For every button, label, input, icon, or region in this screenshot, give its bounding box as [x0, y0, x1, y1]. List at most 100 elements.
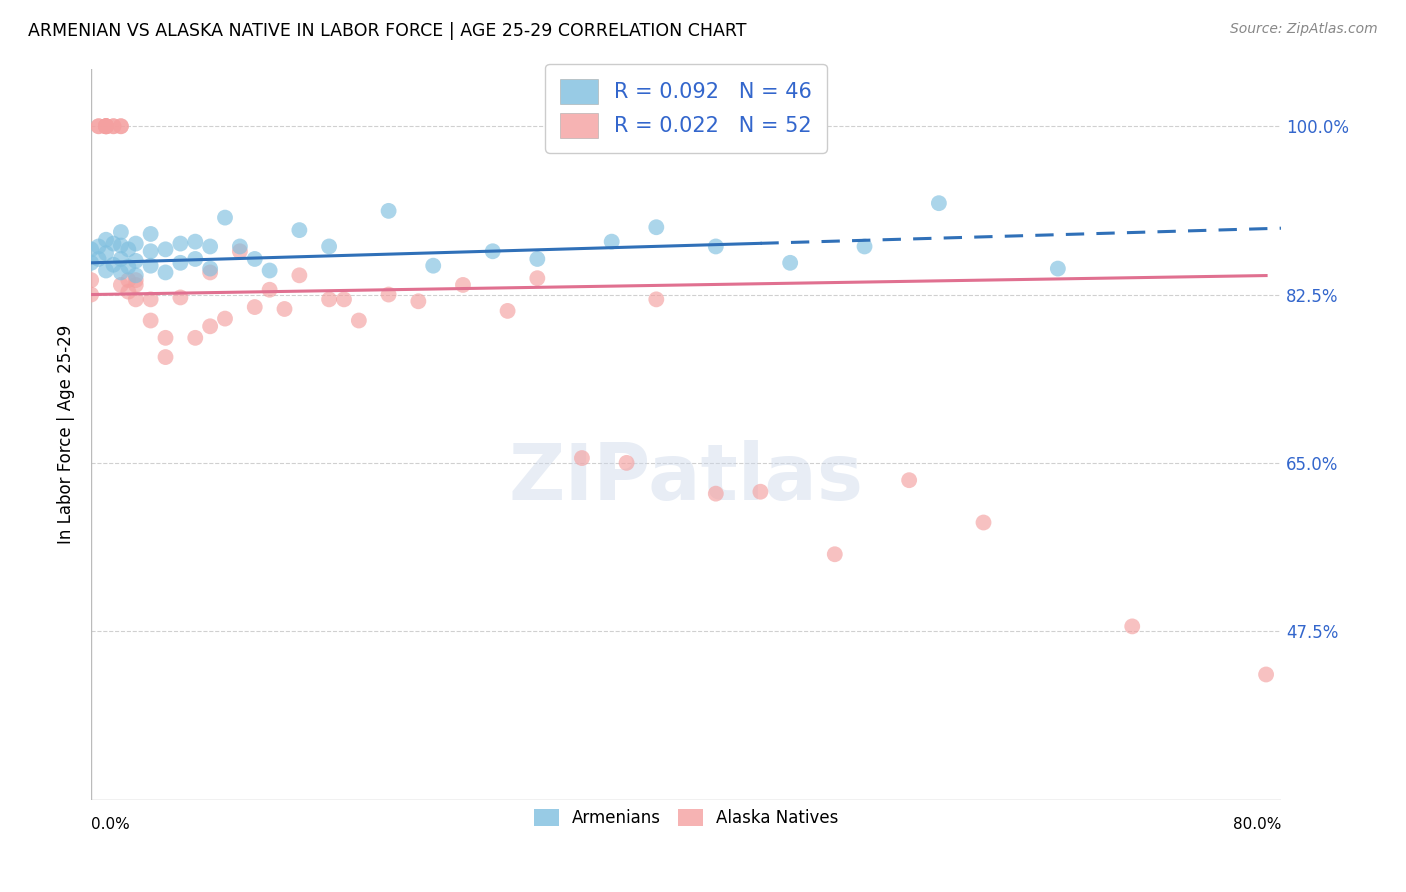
Point [259, 283, 281, 297]
Point [110, 277, 132, 292]
Point [1046, 261, 1069, 276]
Point [645, 293, 668, 307]
Text: Source: ZipAtlas.com: Source: ZipAtlas.com [1230, 22, 1378, 37]
Point [80, 273, 103, 287]
Point [94, 120, 117, 134]
Point [526, 271, 548, 285]
Point [117, 260, 139, 274]
Point [198, 319, 221, 334]
Point [94, 233, 117, 247]
Point [87, 120, 110, 134]
Point [973, 516, 995, 530]
Point [169, 236, 191, 251]
Text: ARMENIAN VS ALASKA NATIVE IN LABOR FORCE | AGE 25-29 CORRELATION CHART: ARMENIAN VS ALASKA NATIVE IN LABOR FORCE… [28, 22, 747, 40]
Point [1254, 667, 1277, 681]
Point [704, 239, 727, 253]
Point [898, 473, 921, 487]
Point [318, 239, 340, 253]
Point [94, 120, 117, 134]
Point [94, 120, 117, 134]
Point [94, 120, 117, 134]
Point [139, 313, 162, 327]
Point [347, 313, 370, 327]
Point [377, 287, 399, 301]
Point [645, 220, 668, 235]
Point [155, 350, 177, 364]
Point [103, 236, 125, 251]
Point [243, 300, 266, 314]
Point [184, 235, 207, 249]
Point [333, 293, 356, 307]
Point [928, 196, 950, 211]
Point [87, 120, 110, 134]
Point [125, 253, 148, 268]
Point [94, 246, 117, 260]
Point [155, 243, 177, 257]
Point [288, 223, 311, 237]
Point [184, 252, 207, 266]
Point [125, 268, 148, 283]
Point [318, 293, 340, 307]
Point [526, 252, 548, 266]
Point [139, 259, 162, 273]
Point [80, 256, 103, 270]
Point [155, 265, 177, 279]
Point [139, 227, 162, 241]
Point [125, 273, 148, 287]
Text: ZIPatlas: ZIPatlas [509, 440, 863, 516]
Point [139, 244, 162, 259]
Point [103, 258, 125, 272]
Text: 80.0%: 80.0% [1233, 817, 1281, 832]
Point [243, 252, 266, 266]
Point [117, 285, 139, 299]
Point [169, 256, 191, 270]
Point [496, 304, 519, 318]
Point [139, 293, 162, 307]
Point [184, 331, 207, 345]
Point [125, 293, 148, 307]
Point [125, 277, 148, 292]
Y-axis label: In Labor Force | Age 25-29: In Labor Force | Age 25-29 [58, 325, 75, 543]
Legend: Armenians, Alaska Natives: Armenians, Alaska Natives [526, 800, 846, 835]
Point [87, 239, 110, 253]
Point [214, 211, 236, 225]
Point [229, 244, 252, 259]
Point [853, 239, 876, 253]
Point [1121, 619, 1143, 633]
Point [198, 261, 221, 276]
Point [198, 265, 221, 279]
Point [110, 225, 132, 239]
Point [103, 120, 125, 134]
Point [80, 243, 103, 257]
Point [273, 301, 295, 316]
Point [94, 120, 117, 134]
Point [110, 120, 132, 134]
Point [616, 456, 638, 470]
Point [94, 263, 117, 277]
Point [117, 273, 139, 287]
Point [377, 203, 399, 218]
Point [117, 243, 139, 257]
Point [600, 235, 623, 249]
Point [110, 265, 132, 279]
Point [779, 256, 801, 270]
Point [198, 239, 221, 253]
Point [214, 311, 236, 326]
Point [80, 287, 103, 301]
Point [571, 451, 593, 466]
Point [408, 294, 430, 309]
Point [259, 263, 281, 277]
Point [481, 244, 503, 259]
Point [125, 236, 148, 251]
Point [110, 252, 132, 266]
Point [169, 290, 191, 304]
Point [824, 547, 846, 561]
Point [103, 120, 125, 134]
Point [155, 331, 177, 345]
Point [94, 120, 117, 134]
Point [87, 252, 110, 266]
Point [451, 277, 474, 292]
Text: 0.0%: 0.0% [91, 817, 129, 832]
Point [422, 259, 444, 273]
Point [704, 486, 727, 500]
